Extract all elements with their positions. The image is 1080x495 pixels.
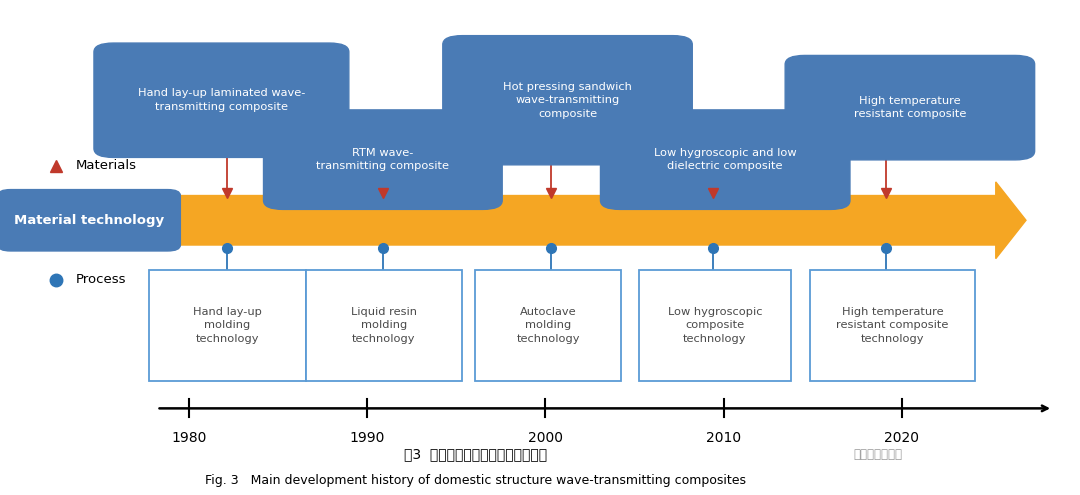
Text: High temperature
resistant composite: High temperature resistant composite bbox=[853, 96, 967, 119]
Text: Fig. 3   Main development history of domestic structure wave-transmitting compos: Fig. 3 Main development history of domes… bbox=[205, 474, 745, 487]
FancyBboxPatch shape bbox=[264, 110, 502, 209]
FancyBboxPatch shape bbox=[443, 36, 692, 165]
Text: 2000: 2000 bbox=[528, 431, 563, 445]
Text: RTM wave-
transmitting composite: RTM wave- transmitting composite bbox=[316, 148, 449, 171]
Text: Materials: Materials bbox=[76, 159, 136, 172]
FancyBboxPatch shape bbox=[639, 270, 791, 381]
FancyBboxPatch shape bbox=[306, 270, 462, 381]
Text: 2020: 2020 bbox=[885, 431, 919, 445]
Text: 艾邦复合材料网: 艾邦复合材料网 bbox=[853, 448, 902, 461]
Text: Hot pressing sandwich
wave-transmitting
composite: Hot pressing sandwich wave-transmitting … bbox=[503, 82, 632, 119]
FancyBboxPatch shape bbox=[149, 270, 306, 381]
FancyBboxPatch shape bbox=[475, 270, 621, 381]
Text: Process: Process bbox=[76, 273, 126, 286]
Text: Hand lay-up
molding
technology: Hand lay-up molding technology bbox=[193, 307, 261, 344]
Text: Autoclave
molding
technology: Autoclave molding technology bbox=[516, 307, 580, 344]
Text: Low hygroscopic and low
dielectric composite: Low hygroscopic and low dielectric compo… bbox=[653, 148, 797, 171]
Text: High temperature
resistant composite
technology: High temperature resistant composite tec… bbox=[836, 307, 949, 344]
FancyBboxPatch shape bbox=[785, 55, 1035, 160]
Text: 2010: 2010 bbox=[706, 431, 741, 445]
Text: Material technology: Material technology bbox=[14, 214, 164, 227]
FancyBboxPatch shape bbox=[94, 43, 349, 157]
Text: Low hygroscopic
composite
technology: Low hygroscopic composite technology bbox=[667, 307, 762, 344]
FancyBboxPatch shape bbox=[0, 190, 180, 251]
Text: 1990: 1990 bbox=[350, 431, 384, 445]
Text: 图3  国内结构透波复合材料发展历程: 图3 国内结构透波复合材料发展历程 bbox=[404, 447, 546, 461]
FancyArrow shape bbox=[167, 182, 1026, 258]
Text: 1980: 1980 bbox=[172, 431, 206, 445]
Text: Liquid resin
molding
technology: Liquid resin molding technology bbox=[351, 307, 417, 344]
FancyBboxPatch shape bbox=[600, 110, 850, 209]
Text: Hand lay-up laminated wave-
transmitting composite: Hand lay-up laminated wave- transmitting… bbox=[138, 89, 305, 112]
FancyBboxPatch shape bbox=[810, 270, 975, 381]
